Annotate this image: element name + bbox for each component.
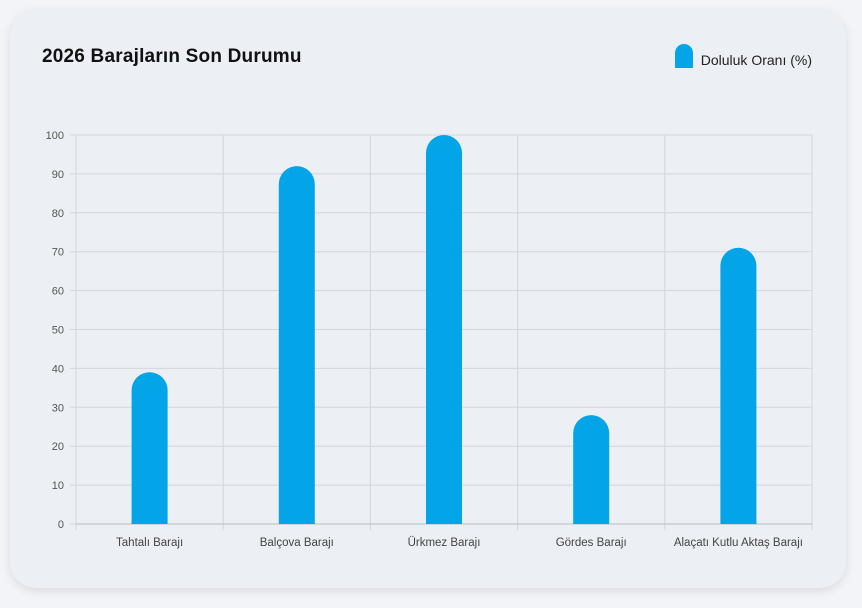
x-tick-label: Alaçatı Kutlu Aktaş Barajı — [674, 537, 803, 549]
y-tick-label: 40 — [52, 363, 64, 375]
x-tick-label: Balçova Barajı — [260, 537, 334, 549]
bar[interactable] — [573, 415, 610, 524]
legend-swatch — [674, 44, 693, 68]
legend-label: Doluluk Oranı (%) — [700, 52, 812, 68]
y-axis-ticks: 0 10 20 30 40 50 60 70 80 90 100 — [46, 130, 64, 531]
x-tick-label: Ürkmez Barajı — [408, 537, 481, 549]
bar[interactable] — [720, 247, 757, 524]
legend[interactable]: Doluluk Oranı (%) — [674, 44, 812, 68]
x-axis-ticks: Tahtalı Barajı Balçova Barajı Ürkmez Baraj… — [116, 537, 803, 549]
y-tick-label: 90 — [52, 169, 64, 181]
y-tick-label: 60 — [52, 286, 64, 298]
bar[interactable] — [131, 372, 168, 524]
bar[interactable] — [278, 166, 315, 524]
y-tick-label: 20 — [52, 441, 64, 453]
y-tick-label: 0 — [58, 519, 64, 531]
y-tick-label: 10 — [52, 480, 64, 492]
y-tick-label: 50 — [52, 325, 64, 337]
y-tick-label: 70 — [52, 247, 64, 259]
y-tick-label: 100 — [46, 130, 64, 142]
bars — [131, 135, 757, 524]
bar[interactable] — [426, 135, 462, 524]
y-tick-label: 80 — [52, 208, 64, 220]
x-tick-label: Tahtalı Barajı — [116, 537, 183, 549]
x-tick-label: Gördes Barajı — [556, 537, 627, 549]
chart-title: 2026 Barajların Son Durumu — [42, 46, 302, 67]
y-tick-label: 30 — [52, 402, 64, 414]
